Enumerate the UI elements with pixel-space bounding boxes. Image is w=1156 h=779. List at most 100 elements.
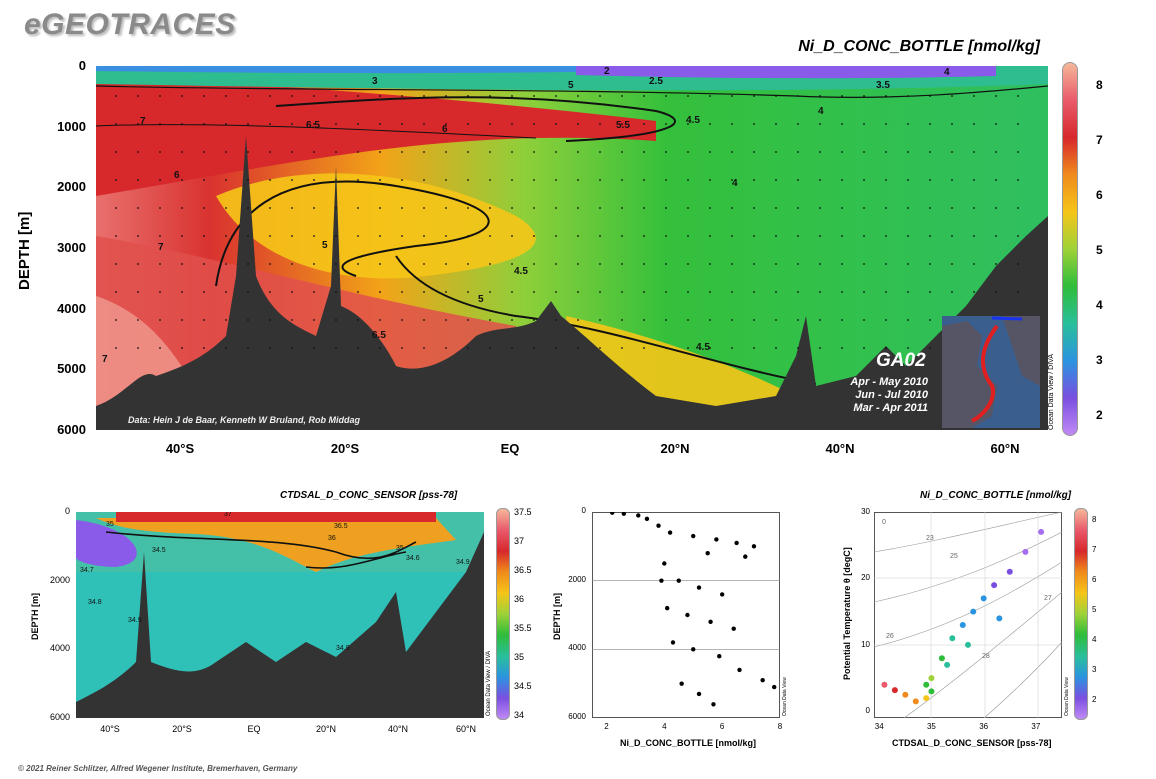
main-sample-dot bbox=[797, 347, 799, 349]
main-sample-dot bbox=[973, 263, 975, 265]
inset-cruise-leg bbox=[991, 316, 1023, 321]
scatter-point bbox=[667, 530, 673, 535]
main-sample-dot bbox=[181, 123, 183, 125]
ts-point bbox=[881, 681, 888, 688]
main-colorbar-tick: 7 bbox=[1096, 133, 1103, 147]
main-contour-label: 5 bbox=[568, 80, 574, 91]
main-sample-dot bbox=[797, 319, 799, 321]
scatter-point bbox=[679, 681, 684, 686]
main-sample-dot bbox=[621, 95, 623, 97]
ts-density-label: 27 bbox=[1044, 595, 1052, 602]
main-sample-dot bbox=[445, 179, 447, 181]
main-sample-dot bbox=[841, 347, 843, 349]
main-section-plot: 2 2.5 3 3.5 4 4 4 4.5 4.5 4.5 5 5 5 5.5 6 6 6.5 6.5 7 7 7 bbox=[96, 66, 1048, 430]
main-sample-dot bbox=[555, 319, 557, 321]
main-contour-label: 2 bbox=[604, 66, 610, 77]
ts-point bbox=[965, 641, 971, 648]
main-sample-dot bbox=[951, 151, 953, 153]
sal-colorbar-label: Ocean Data View / DIVA bbox=[486, 650, 492, 716]
main-sample-dot bbox=[643, 319, 645, 321]
main-sample-dot bbox=[379, 235, 381, 237]
main-sample-dot bbox=[467, 95, 469, 97]
main-contour-label: 3 bbox=[372, 76, 378, 87]
ts-density-label: 0 bbox=[882, 519, 886, 526]
main-sample-dot bbox=[357, 95, 359, 97]
main-sample-dot bbox=[973, 291, 975, 293]
main-sample-dot bbox=[753, 347, 755, 349]
ts-point bbox=[1038, 528, 1045, 535]
main-sample-dot bbox=[709, 319, 711, 321]
main-sample-dot bbox=[357, 347, 359, 349]
main-sample-dot bbox=[313, 235, 315, 237]
main-sample-dot bbox=[907, 291, 909, 293]
main-sample-dot bbox=[599, 235, 601, 237]
main-sample-dot bbox=[819, 95, 821, 97]
main-sample-dot bbox=[203, 207, 205, 209]
main-sample-dot bbox=[643, 179, 645, 181]
main-sample-dot bbox=[533, 319, 535, 321]
main-sample-dot bbox=[401, 151, 403, 153]
main-sample-dot bbox=[335, 151, 337, 153]
main-sample-dot bbox=[775, 151, 777, 153]
main-sample-dot bbox=[489, 95, 491, 97]
main-sample-dot bbox=[357, 207, 359, 209]
scatter-x-tick: 6 bbox=[719, 722, 725, 731]
main-colorbar bbox=[1062, 62, 1078, 436]
main-sample-dot bbox=[115, 263, 117, 265]
scatter-point bbox=[691, 647, 696, 652]
main-sample-dot bbox=[445, 95, 447, 97]
main-sample-dot bbox=[863, 319, 865, 321]
main-sample-dot bbox=[159, 207, 161, 209]
main-sample-dot bbox=[335, 263, 337, 265]
main-sample-dot bbox=[555, 263, 557, 265]
scatter-point bbox=[636, 513, 641, 518]
scatter-point bbox=[760, 678, 765, 683]
main-sample-dot bbox=[687, 179, 689, 181]
main-sample-dot bbox=[973, 235, 975, 237]
main-contour-label: 4.5 bbox=[696, 342, 710, 353]
main-sample-dot bbox=[335, 95, 337, 97]
main-colorbar-tick: 4 bbox=[1096, 298, 1103, 312]
main-sample-dot bbox=[863, 95, 865, 97]
main-y-tick: 0 bbox=[78, 58, 86, 73]
main-sample-dot bbox=[159, 347, 161, 349]
sal-contour-label: 35 bbox=[106, 521, 114, 528]
main-sample-dot bbox=[995, 123, 997, 125]
main-sample-dot bbox=[115, 151, 117, 153]
main-sample-dot bbox=[709, 207, 711, 209]
sal-colorbar-tick: 35 bbox=[514, 652, 525, 662]
main-sample-dot bbox=[467, 319, 469, 321]
main-sample-dot bbox=[137, 151, 139, 153]
main-x-tick: 60°N bbox=[990, 441, 1020, 456]
main-sample-dot bbox=[115, 95, 117, 97]
main-sample-dot bbox=[247, 123, 249, 125]
main-sample-dot bbox=[489, 291, 491, 293]
sal-contour-label: 36.5 bbox=[334, 523, 348, 530]
main-sample-dot bbox=[951, 207, 953, 209]
sal-colorbar-tick: 34.5 bbox=[514, 681, 532, 691]
main-sample-dot bbox=[1017, 263, 1019, 265]
main-sample-dot bbox=[687, 151, 689, 153]
ts-y-axis-label: Potential Temperature θ [degC] bbox=[842, 547, 852, 680]
main-sample-dot bbox=[401, 319, 403, 321]
main-sample-dot bbox=[863, 123, 865, 125]
main-sample-dot bbox=[709, 179, 711, 181]
ts-point bbox=[970, 608, 977, 615]
main-sample-dot bbox=[445, 123, 447, 125]
main-sample-dot bbox=[423, 123, 425, 125]
sal-contour-label: 37 bbox=[224, 512, 232, 518]
main-sample-dot bbox=[973, 179, 975, 181]
scatter-point bbox=[662, 561, 667, 566]
sal-x-tick: 20°N bbox=[315, 724, 337, 734]
scatter-point bbox=[621, 512, 627, 516]
scatter-x-tick: 8 bbox=[777, 722, 783, 731]
main-sample-dot bbox=[731, 291, 733, 293]
ts-point bbox=[938, 655, 945, 662]
ts-x-tick: 36 bbox=[979, 722, 989, 731]
main-sample-dot bbox=[401, 123, 403, 125]
ts-point bbox=[923, 695, 930, 702]
scatter-point bbox=[705, 551, 710, 556]
main-contour-label: 7 bbox=[158, 242, 164, 253]
main-sample-dot bbox=[115, 291, 117, 293]
main-sample-dot bbox=[577, 179, 579, 181]
